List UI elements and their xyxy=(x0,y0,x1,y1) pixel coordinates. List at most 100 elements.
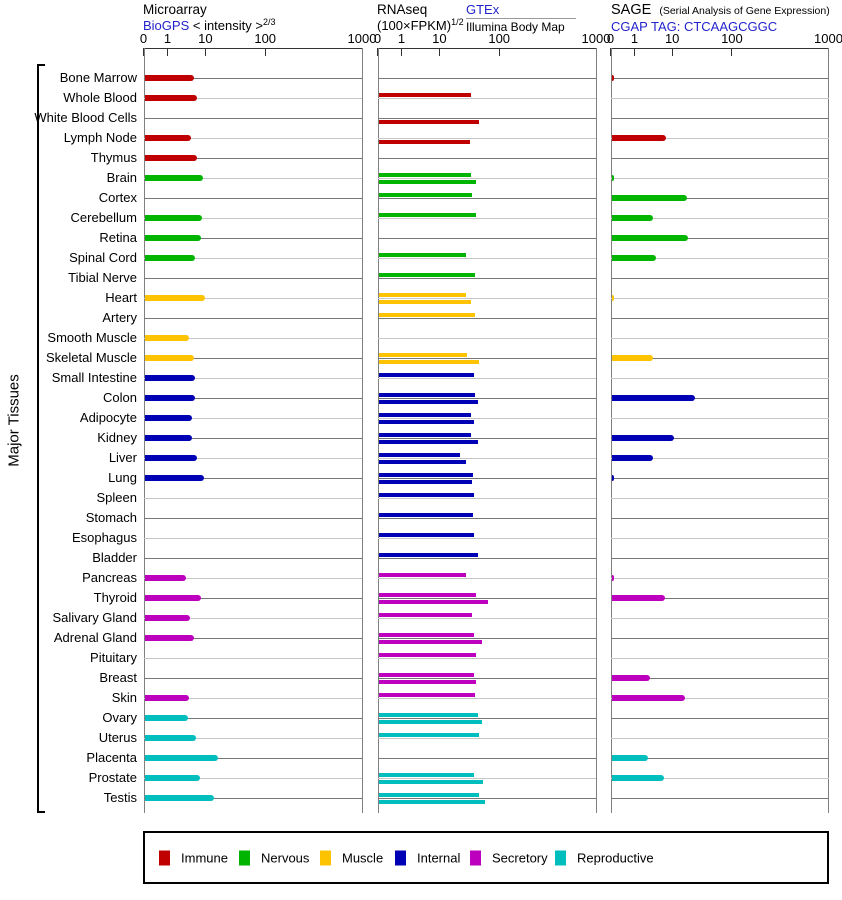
biogps-link[interactable]: BioGPS xyxy=(143,18,190,33)
panel-border xyxy=(361,48,363,813)
row-line xyxy=(377,177,596,179)
row-line xyxy=(377,417,596,419)
row-line xyxy=(377,597,596,599)
gtex-link[interactable]: GTEx xyxy=(466,2,500,17)
row-line xyxy=(377,397,596,399)
row-line xyxy=(143,717,362,719)
tissue-label: Adipocyte xyxy=(79,410,137,425)
microarray-subtitle: BioGPS < intensity >2/3 xyxy=(143,17,275,33)
bar-sage xyxy=(611,695,686,701)
bar-rnaseq-illumina xyxy=(378,480,473,484)
row-line xyxy=(143,397,362,399)
bar-microarray xyxy=(144,295,206,301)
row-line xyxy=(610,777,829,779)
row-line xyxy=(377,97,596,99)
bar-microarray xyxy=(144,615,191,621)
row-line xyxy=(377,757,596,759)
axis-tick-label: 1000 xyxy=(347,31,377,46)
bar-microarray xyxy=(144,755,218,761)
bar-rnaseq-gtex xyxy=(378,253,467,257)
bar-microarray xyxy=(144,455,198,461)
axis-tick xyxy=(731,48,733,56)
tissue-label: Bone Marrow xyxy=(59,70,137,85)
row-line xyxy=(377,557,596,559)
row-line xyxy=(377,337,596,339)
legend-item: Secretory xyxy=(470,850,548,865)
axis-baseline xyxy=(610,48,829,49)
tissue-label: Stomach xyxy=(85,510,137,525)
bar-rnaseq-gtex xyxy=(378,473,473,477)
bar-microarray xyxy=(144,395,196,401)
row-line xyxy=(143,377,362,379)
row-line xyxy=(143,757,362,759)
row-line xyxy=(143,237,362,239)
tissue-label: Bladder xyxy=(92,550,137,565)
bar-microarray xyxy=(144,795,214,801)
row-line xyxy=(143,797,362,799)
row-line xyxy=(377,317,596,319)
row-line xyxy=(377,737,596,739)
row-line xyxy=(377,157,596,159)
chart-body: 0 1 10 100 1000 0 1 10 100 1000 0 1 10 100 1000 Bone Ma… xyxy=(34,31,842,813)
bar-sage xyxy=(611,435,675,441)
bar-sage xyxy=(611,455,654,461)
axis-tick-label: 1 xyxy=(163,31,172,46)
bar-rnaseq-gtex xyxy=(378,733,480,737)
legend-label: Internal xyxy=(417,850,461,865)
bar-rnaseq-gtex xyxy=(378,193,473,197)
legend-label: Immune xyxy=(181,850,228,865)
row-line xyxy=(610,137,829,139)
legend: Immune Nervous Muscle Internal Secretory Repr… xyxy=(143,831,829,884)
row-line xyxy=(610,77,829,79)
bar-microarray xyxy=(144,735,196,741)
row-line xyxy=(377,537,596,539)
legend-item: Muscle xyxy=(320,850,383,865)
cgap-tag-link[interactable]: CGAP TAG: CTCAAGCGGC xyxy=(611,19,778,34)
row-line xyxy=(377,497,596,499)
row-line xyxy=(143,177,362,179)
axis-tick-label: 1000 xyxy=(814,31,842,46)
row-line xyxy=(377,637,596,639)
tissue-label: Skin xyxy=(111,690,137,705)
tissue-label: Placenta xyxy=(86,750,137,765)
row-line xyxy=(143,357,362,359)
rnaseq-measure: (100×FPKM) xyxy=(377,18,452,33)
tissue-label: Spinal Cord xyxy=(69,250,137,265)
tissue-label: Skeletal Muscle xyxy=(45,350,137,365)
row-line xyxy=(377,117,596,119)
bar-microarray xyxy=(144,335,190,341)
bar-sage xyxy=(611,175,614,181)
bar-rnaseq-gtex xyxy=(378,453,460,457)
bar-rnaseq-gtex xyxy=(378,773,475,777)
bar-microarray xyxy=(144,415,193,421)
row-line xyxy=(377,477,596,479)
row-line xyxy=(610,697,829,699)
row-line xyxy=(377,797,596,799)
row-line xyxy=(377,457,596,459)
axis-tick xyxy=(438,48,440,56)
tissue-label: Spleen xyxy=(96,490,137,505)
bar-sage xyxy=(611,675,650,681)
row-line xyxy=(610,557,829,559)
row-line xyxy=(143,437,362,439)
row-line xyxy=(143,337,362,339)
legend-item: Nervous xyxy=(239,850,309,865)
legend-item: Internal xyxy=(395,850,460,865)
bar-microarray xyxy=(144,215,203,221)
bar-rnaseq-gtex xyxy=(378,653,476,657)
axis-tick-label: 1 xyxy=(630,31,639,46)
tissue-label: Smooth Muscle xyxy=(47,330,137,345)
row-line xyxy=(143,137,362,139)
row-line xyxy=(143,597,362,599)
bar-sage xyxy=(611,235,689,241)
bar-microarray xyxy=(144,695,190,701)
bar-rnaseq-gtex xyxy=(378,793,480,797)
bar-microarray xyxy=(144,175,203,181)
axis-tick-label: 1000 xyxy=(581,31,611,46)
bar-microarray xyxy=(144,595,201,601)
bar-sage xyxy=(611,475,614,481)
row-line xyxy=(610,197,829,199)
axis-tick-label: 0 xyxy=(373,31,382,46)
illumina-body-map-label: Illumina Body Map xyxy=(466,20,565,34)
rnaseq-subtitle: (100×FPKM)1/2 xyxy=(377,17,464,33)
